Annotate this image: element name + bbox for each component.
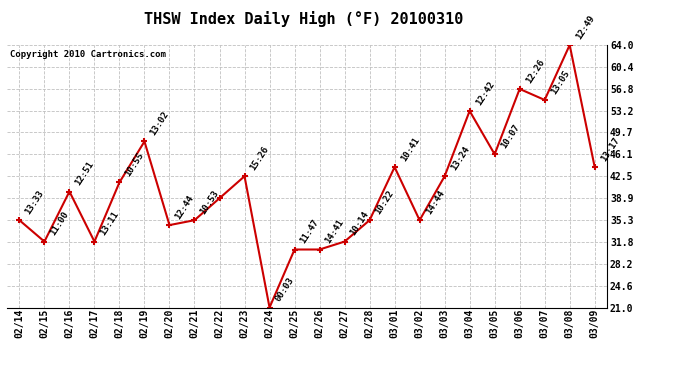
Text: 00:03: 00:03 bbox=[274, 276, 296, 303]
Text: 13:05: 13:05 bbox=[549, 68, 571, 96]
Text: 13:24: 13:24 bbox=[448, 145, 471, 172]
Text: 10:07: 10:07 bbox=[499, 123, 521, 150]
Text: 12:49: 12:49 bbox=[574, 13, 596, 41]
Text: 10:53: 10:53 bbox=[199, 189, 221, 216]
Text: 12:26: 12:26 bbox=[524, 57, 546, 85]
Text: 10:41: 10:41 bbox=[399, 135, 421, 163]
Text: 15:26: 15:26 bbox=[248, 145, 271, 172]
Text: Copyright 2010 Cartronics.com: Copyright 2010 Cartronics.com bbox=[10, 50, 166, 59]
Text: 13:33: 13:33 bbox=[23, 189, 46, 216]
Text: 14:41: 14:41 bbox=[324, 218, 346, 245]
Text: 12:42: 12:42 bbox=[474, 80, 496, 107]
Text: 11:00: 11:00 bbox=[48, 210, 71, 237]
Text: 10:22: 10:22 bbox=[374, 189, 396, 216]
Text: 10:55: 10:55 bbox=[124, 151, 146, 178]
Text: 13:02: 13:02 bbox=[148, 110, 171, 137]
Text: 13:11: 13:11 bbox=[99, 210, 121, 237]
Text: THSW Index Daily High (°F) 20100310: THSW Index Daily High (°F) 20100310 bbox=[144, 11, 463, 27]
Text: 13:17: 13:17 bbox=[599, 135, 621, 163]
Text: 14:44: 14:44 bbox=[424, 189, 446, 216]
Text: 12:44: 12:44 bbox=[174, 194, 196, 221]
Text: 12:51: 12:51 bbox=[74, 160, 96, 188]
Text: 10:14: 10:14 bbox=[348, 210, 371, 237]
Text: 11:47: 11:47 bbox=[299, 218, 321, 245]
